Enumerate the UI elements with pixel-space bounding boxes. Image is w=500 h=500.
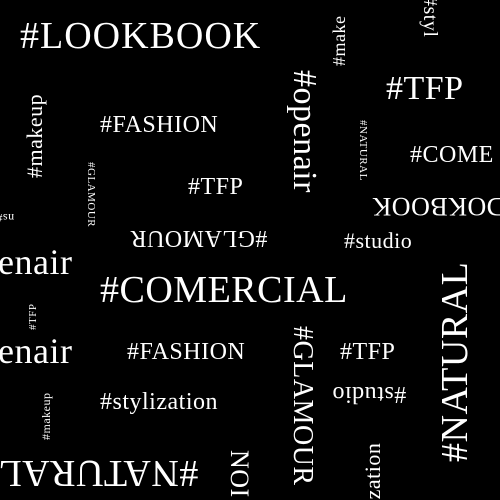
hashtag-glamour-flipped: #GLAMOUR — [130, 225, 268, 251]
hashtag-makeup-top: #make — [329, 15, 349, 66]
hashtag-fashion-2: #FASHION — [127, 339, 246, 365]
hashtag-lookbook: #LOOKBOOK — [20, 15, 262, 57]
hashtag-stylization-top: #styl — [419, 0, 441, 38]
hashtag-stylization-bottom: ization — [360, 442, 385, 500]
hashtag-openair-left-2: enair — [0, 331, 73, 371]
hashtag-comercial-bottom: NOI — [225, 450, 254, 498]
hashtag-makeup-vertical-left: #makeup — [22, 93, 47, 178]
hashtag-stylization: #stylization — [100, 389, 218, 415]
hashtag-makeup-vertical-small: #makeup — [39, 392, 53, 441]
hashtag-tfp-small: #TFP — [27, 303, 39, 330]
hashtag-openair-left-1: enair — [0, 242, 73, 282]
hashtag-natural-flipped-bottom: #NATURAL — [0, 452, 199, 494]
hashtag-glamour-small: #GLAMOUR — [85, 162, 97, 228]
hashtag-fashion-1: #FASHION — [100, 112, 219, 138]
hashtag-tfp-top-right: #TFP — [386, 70, 464, 107]
hashtag-comercial-main: #COMERCIAL — [100, 269, 348, 311]
hashtag-openair-vertical: #openair — [286, 70, 323, 193]
hashtag-natural-small: #NATURAL — [357, 120, 369, 181]
hashtag-studio-flipped: #studio — [332, 381, 407, 407]
hashtag-lookbook-flipped: DOKBOOK — [372, 192, 500, 221]
hashtag-studio-mid: #studio — [344, 228, 413, 253]
hashtag-glamour-vertical: #GLAMOUR — [287, 326, 318, 486]
hashtag-tfp-low: #TFP — [340, 339, 396, 365]
hashtag-natural-vertical-big: #NATURAL — [434, 261, 476, 462]
hashtag-ns-small: ns# — [0, 211, 15, 225]
hashtag-tfp-mid: #TFP — [188, 174, 244, 200]
hashtag-comercial-right: #COME — [410, 142, 494, 168]
